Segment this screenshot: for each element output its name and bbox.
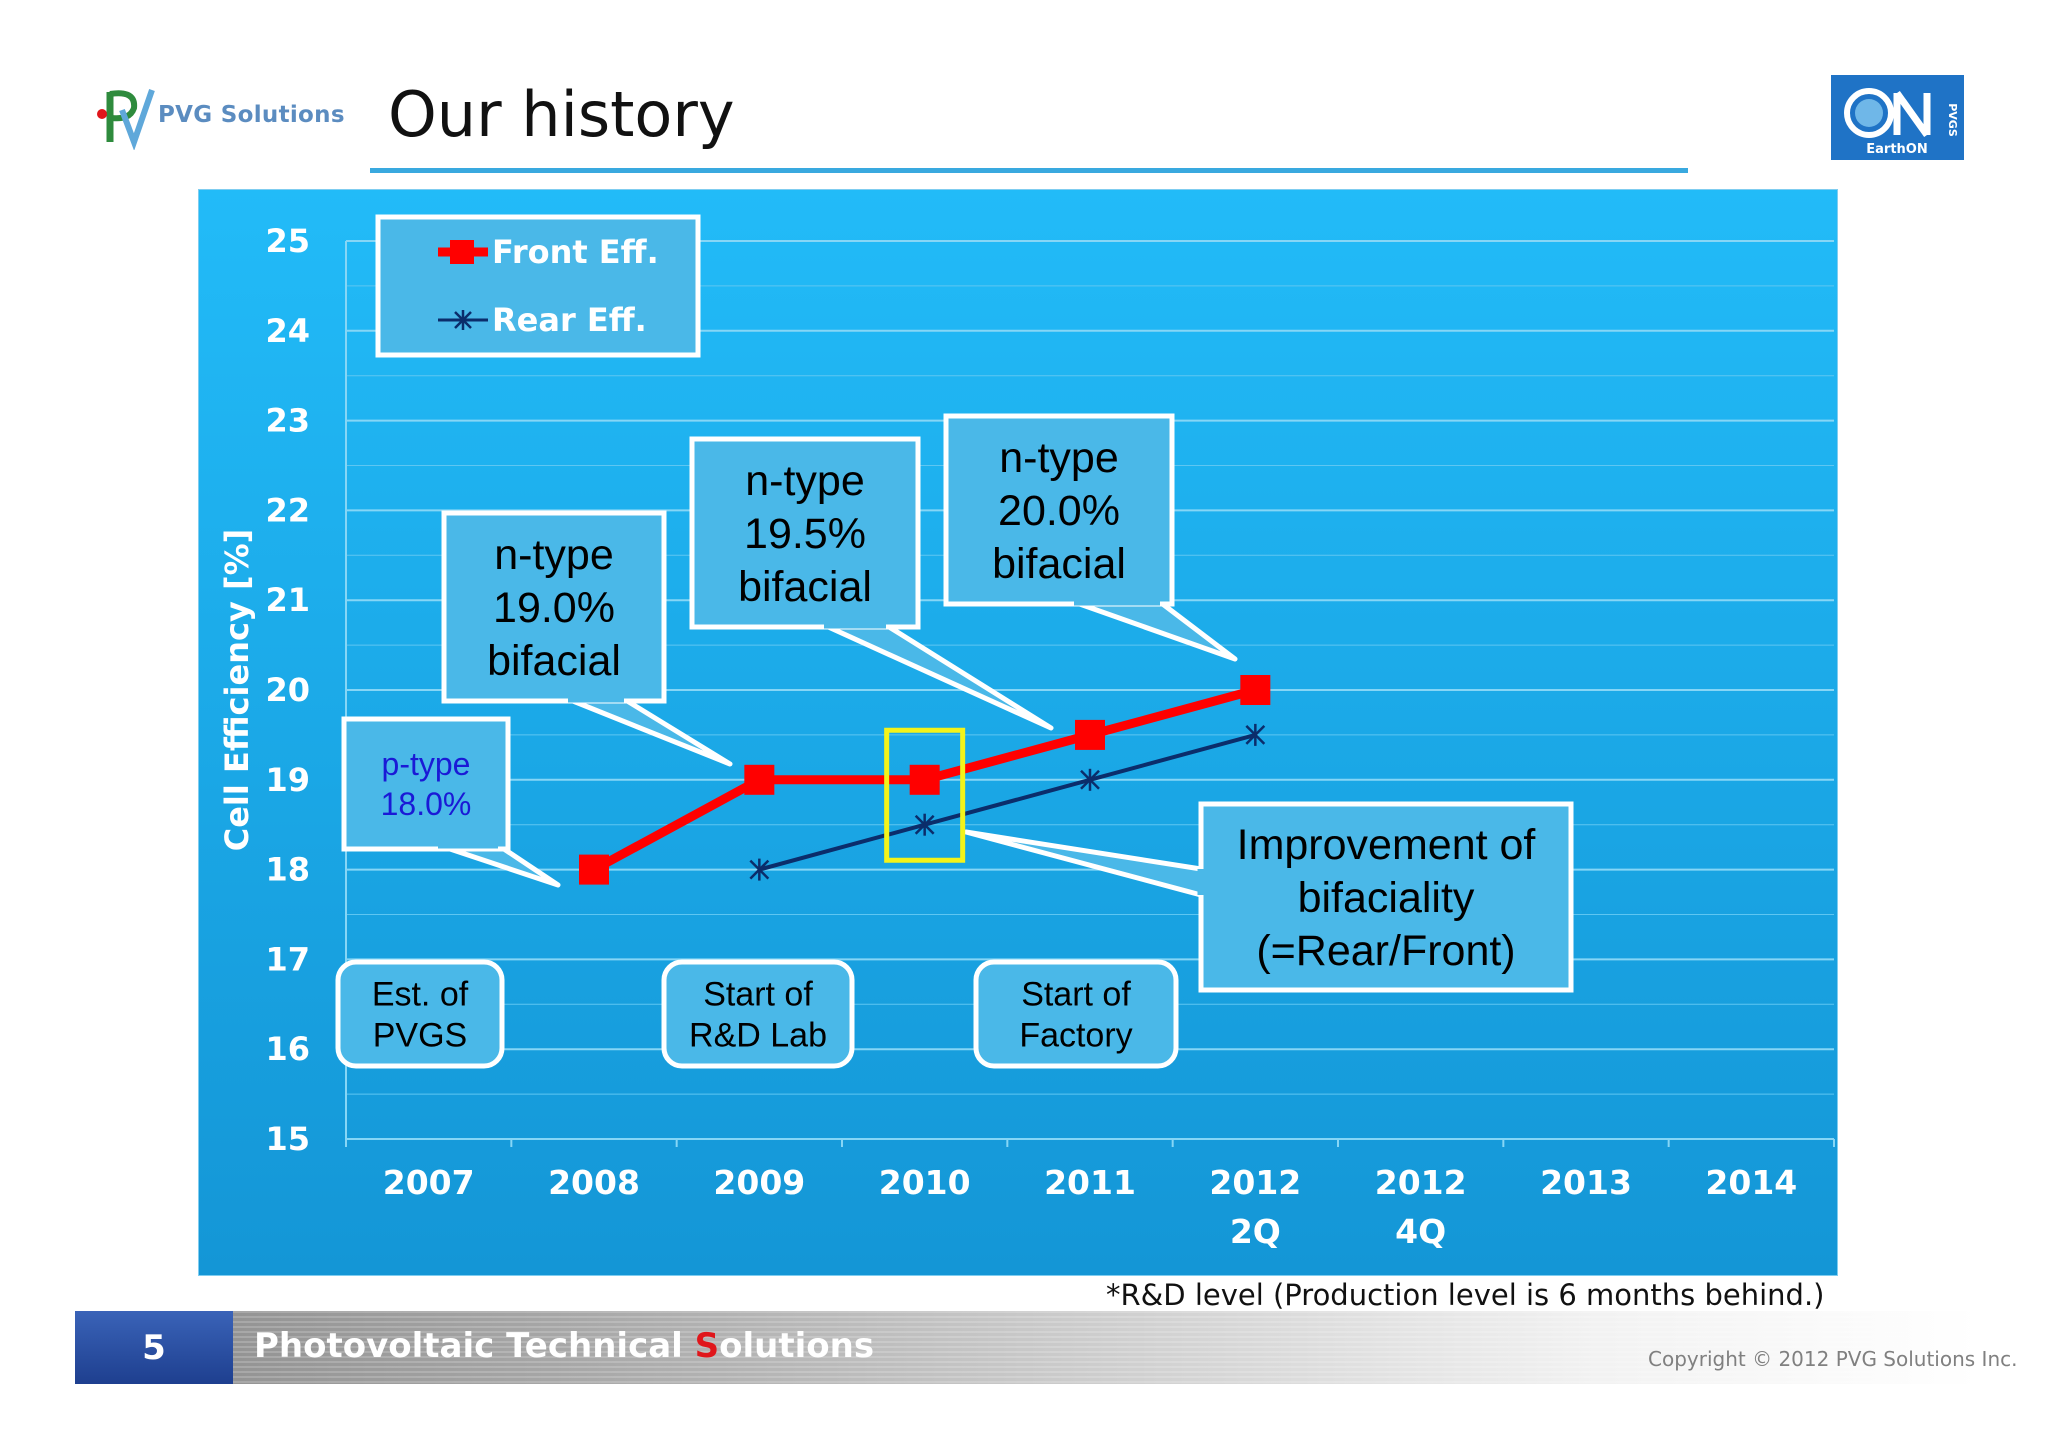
callout-ptype-text: p-type 18.0% xyxy=(381,746,472,822)
front-eff-point xyxy=(744,764,775,795)
company-name: Photovoltaic Technical Solutions xyxy=(254,1326,875,1366)
y-tick-label: 20 xyxy=(265,671,310,709)
x-tick-label: 2012 2Q xyxy=(1209,1163,1301,1251)
y-tick-label: 19 xyxy=(265,761,310,799)
rear-eff-point xyxy=(1245,723,1266,746)
series-line-1 xyxy=(758,732,1256,872)
callout-n190-box xyxy=(441,510,667,704)
x-tick-label: 2013 xyxy=(1540,1163,1632,1202)
copyright: Copyright © 2012 PVG Solutions Inc. xyxy=(1648,1347,2018,1371)
y-tick-label: 25 xyxy=(265,222,310,260)
footnote: *R&D level (Production level is 6 months… xyxy=(1106,1278,1825,1312)
legend-label: Front Eff. xyxy=(492,233,659,271)
footer-bar xyxy=(75,1311,1979,1384)
front-eff-point xyxy=(579,854,609,885)
y-axis-label: Cell Efficiency [%] xyxy=(218,529,256,852)
y-tick-label: 16 xyxy=(265,1030,310,1068)
logo-text: PVG Solutions xyxy=(158,102,345,128)
y-tick-label: 21 xyxy=(265,581,310,619)
efficiency-chart: 15 16 17 18 19 20 21 22 23 24 25 2007 2008 2009 2010 20… xyxy=(198,189,1838,1276)
callout-est-box xyxy=(335,959,505,1069)
front-eff-point xyxy=(1240,675,1271,705)
y-tick-label: 17 xyxy=(265,940,310,978)
legend-marker xyxy=(454,310,472,330)
rear-eff-point xyxy=(914,813,935,836)
callout-factory-box xyxy=(973,959,1179,1069)
callout-improve-text: Improvement of bifaciality (=Rear/Front) xyxy=(1237,821,1537,975)
page-title: Our history xyxy=(388,78,735,151)
callout-lab-box xyxy=(661,959,855,1069)
callout-ptype-box xyxy=(341,716,511,852)
logo-sub: EarthON xyxy=(1866,142,1927,157)
callout-factory-text: Start of Factory xyxy=(1019,975,1132,1054)
x-tick-label: 2014 xyxy=(1705,1163,1797,1202)
y-tick-label: 23 xyxy=(265,402,310,440)
logo-tag: PVGS xyxy=(1946,103,1959,137)
x-tick-label: 2011 xyxy=(1044,1163,1136,1202)
legend-marker xyxy=(450,240,474,264)
callout-est-text: Est. of PVGS xyxy=(372,975,469,1054)
highlight-2010-box xyxy=(884,727,966,863)
y-tick-label: 18 xyxy=(265,851,310,889)
callout-improve-box xyxy=(1198,801,1574,993)
callout-n190-text: n-type 19.0% bifacial xyxy=(487,531,621,685)
rear-eff-point xyxy=(749,858,770,881)
legend-label: Rear Eff. xyxy=(492,301,647,339)
callout-n195-text: n-type 19.5% bifacial xyxy=(738,457,872,611)
callout-n195-box xyxy=(689,436,921,630)
x-tick-label: 2008 xyxy=(548,1163,640,1202)
callout-lab-text: Start of R&D Lab xyxy=(689,975,827,1054)
front-eff-point xyxy=(1075,719,1105,750)
x-tick-label: 2012 4Q xyxy=(1375,1163,1467,1251)
page-number: 5 xyxy=(75,1311,233,1384)
x-tick-label: 2010 xyxy=(879,1163,971,1202)
pvg-logo: PVG Solutions xyxy=(96,84,346,154)
callout-n200-text: n-type 20.0% bifacial xyxy=(992,434,1126,588)
x-tick-label: 2009 xyxy=(713,1163,805,1202)
front-eff-point xyxy=(909,764,940,795)
y-tick-label: 15 xyxy=(265,1120,310,1158)
earthon-logo: PVGS EarthON ON xyxy=(1831,75,1964,160)
y-tick-label: 22 xyxy=(265,491,310,529)
pvg-logo-icon xyxy=(97,89,155,150)
callout-n200-box xyxy=(943,413,1175,607)
rear-eff-point xyxy=(1080,768,1100,791)
title-underline xyxy=(370,168,1688,173)
legend-box xyxy=(375,214,701,358)
y-tick-label: 24 xyxy=(265,312,310,350)
x-tick-label: 2007 xyxy=(383,1163,475,1202)
